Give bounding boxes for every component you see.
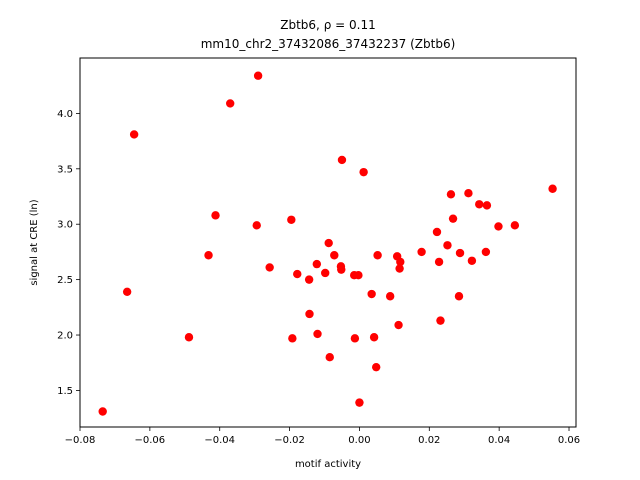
data-point-35 bbox=[394, 320, 403, 330]
data-point-30 bbox=[369, 333, 379, 342]
y-tick-label-4: 3.5 bbox=[57, 164, 73, 175]
y-tick-label-3: 3.0 bbox=[57, 220, 73, 231]
data-point-42 bbox=[443, 241, 452, 250]
data-point-41 bbox=[436, 316, 445, 325]
data-point-9 bbox=[265, 263, 274, 272]
data-point-39 bbox=[432, 227, 442, 237]
data-point-5 bbox=[211, 211, 220, 220]
data-point-33 bbox=[385, 292, 395, 301]
data-point-47 bbox=[464, 188, 473, 198]
y-tick-label-5: 4.0 bbox=[57, 109, 73, 120]
data-point-1 bbox=[122, 287, 132, 297]
data-point-45 bbox=[454, 292, 464, 301]
data-point-7 bbox=[252, 221, 261, 230]
data-point-11 bbox=[288, 334, 297, 343]
plot-frame bbox=[79, 57, 577, 428]
data-point-15 bbox=[312, 259, 322, 269]
data-point-37 bbox=[396, 257, 405, 267]
data-point-46 bbox=[455, 248, 465, 258]
x-tick-label-5: 0.02 bbox=[418, 435, 440, 446]
data-point-3 bbox=[184, 333, 194, 342]
data-point-22 bbox=[337, 265, 346, 274]
y-tick-label-2: 2.5 bbox=[57, 275, 73, 286]
data-point-36 bbox=[395, 264, 404, 273]
data-point-23 bbox=[337, 155, 347, 165]
data-point-20 bbox=[330, 251, 339, 260]
data-point-38 bbox=[417, 247, 426, 257]
data-point-48 bbox=[467, 256, 477, 265]
y-tick-label-0: 1.5 bbox=[57, 386, 73, 397]
data-point-31 bbox=[372, 362, 381, 372]
data-point-26 bbox=[354, 270, 363, 280]
y-tick-label-1: 2.0 bbox=[57, 331, 73, 342]
data-point-49 bbox=[475, 200, 484, 209]
data-point-14 bbox=[305, 309, 314, 319]
chart-title-line1: Zbtb6, ρ = 0.11 bbox=[280, 18, 375, 32]
data-points bbox=[98, 71, 557, 416]
data-point-32 bbox=[373, 251, 382, 260]
data-point-17 bbox=[321, 268, 330, 278]
chart-title-line2: mm10_chr2_37432086_37432237 (Zbtb6) bbox=[201, 37, 456, 51]
data-point-13 bbox=[304, 275, 314, 284]
data-point-10 bbox=[287, 215, 296, 224]
x-tick-label-2: −0.04 bbox=[204, 435, 235, 446]
x-tick-label-3: −0.02 bbox=[274, 435, 305, 446]
data-point-19 bbox=[325, 352, 334, 362]
y-axis-ticks: 1.5 2.0 2.5 3.0 3.5 4.0 bbox=[57, 109, 80, 397]
x-axis-ticks: −0.08 −0.06 −0.04 −0.02 0.00 0.02 0.04 0.06 bbox=[65, 427, 580, 446]
data-point-2 bbox=[129, 130, 139, 139]
x-tick-label-7: 0.06 bbox=[558, 435, 580, 446]
x-axis-label: motif activity bbox=[295, 459, 361, 470]
data-point-53 bbox=[510, 221, 520, 230]
data-point-16 bbox=[313, 329, 322, 339]
data-point-27 bbox=[355, 398, 364, 407]
data-point-18 bbox=[324, 238, 333, 248]
data-point-0 bbox=[98, 407, 107, 416]
data-point-8 bbox=[253, 71, 263, 80]
data-point-52 bbox=[494, 222, 503, 231]
data-point-28 bbox=[359, 167, 368, 177]
data-point-29 bbox=[367, 289, 376, 299]
x-tick-label-1: −0.06 bbox=[135, 435, 166, 446]
y-axis-label: signal at CRE (ln) bbox=[29, 199, 40, 285]
data-point-40 bbox=[434, 257, 444, 267]
data-point-43 bbox=[446, 190, 456, 199]
data-point-12 bbox=[293, 269, 302, 279]
data-point-54 bbox=[548, 184, 557, 193]
x-tick-label-0: −0.08 bbox=[65, 435, 96, 446]
x-tick-label-4: 0.00 bbox=[348, 435, 370, 446]
data-point-4 bbox=[204, 251, 213, 260]
data-point-25 bbox=[350, 334, 360, 343]
x-tick-label-6: 0.04 bbox=[488, 435, 510, 446]
data-point-51 bbox=[482, 201, 492, 210]
data-point-44 bbox=[448, 214, 458, 223]
data-point-6 bbox=[226, 99, 235, 108]
data-point-50 bbox=[481, 247, 491, 257]
